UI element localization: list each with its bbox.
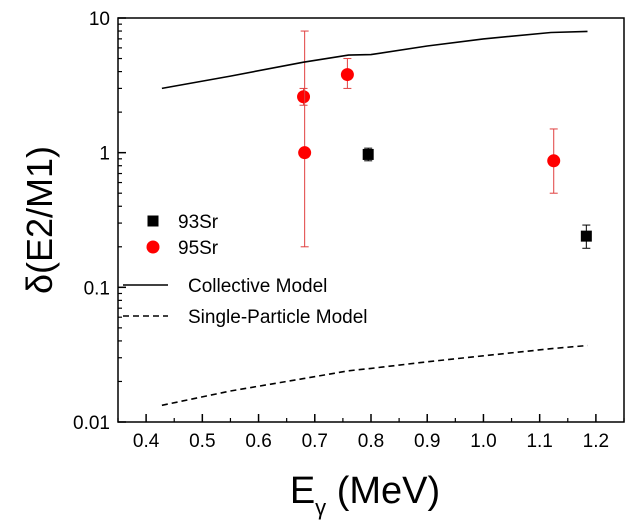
legend-item: Collective Model	[123, 276, 327, 297]
x-tick-label: 0.7	[302, 431, 328, 452]
x-axis-label-subscript: γ	[315, 495, 326, 520]
data-point-circle	[298, 146, 312, 160]
legend-label: Collective Model	[188, 276, 327, 297]
legend-label: Single-Particle Model	[188, 307, 368, 328]
x-tick-label: 0.9	[414, 431, 440, 452]
legend-square-swatch	[147, 215, 159, 227]
legend-label: 95Sr	[178, 238, 219, 259]
legend-item: 95Sr	[146, 238, 219, 259]
series-collective-model	[161, 30, 588, 90]
series-93sr	[362, 147, 592, 249]
x-tick-label: 0.5	[189, 431, 215, 452]
x-axis-label-unit: (MeV)	[326, 470, 440, 512]
y-tick-label: 10	[89, 9, 110, 30]
data-point-circle	[297, 90, 311, 104]
x-tick-label: 0.6	[245, 431, 271, 452]
data-point-circle	[340, 68, 354, 82]
x-tick-label: 1.1	[526, 431, 552, 452]
legend: 93Sr 95Sr Collective Model Single-Particle …	[123, 212, 368, 328]
series-95sr	[297, 30, 561, 248]
x-tick-label: 1.0	[470, 431, 496, 452]
legend-item: Single-Particle Model	[123, 307, 368, 328]
y-tick-label: 1	[99, 144, 110, 165]
y-tick-label: 0.01	[73, 413, 110, 434]
legend-item: 93Sr	[147, 212, 219, 233]
series-line	[161, 344, 588, 407]
x-tick-label: 1.2	[583, 431, 609, 452]
x-axis-ticks: 0.4 0.5 0.6 0.7 0.8 0.9 1.0 1.1 1.2	[117, 414, 625, 452]
x-axis-label-main: E	[290, 470, 315, 512]
data-point-square	[580, 230, 592, 242]
x-axis-label: Eγ (MeV)	[290, 470, 440, 520]
x-tick-label: 0.4	[133, 431, 160, 452]
series-single-particle-model	[161, 344, 588, 407]
data-point-circle	[547, 154, 561, 168]
y-axis-label: δ(E2/M1)	[19, 146, 60, 294]
x-tick-label: 0.8	[358, 431, 384, 452]
y-axis-ticks: 0.01 0.1 1 10	[73, 9, 126, 434]
legend-label: 93Sr	[178, 212, 219, 233]
series-layer	[161, 30, 592, 407]
data-point-square	[362, 148, 374, 160]
y-tick-label: 0.1	[84, 278, 110, 299]
legend-circle-swatch	[146, 240, 160, 254]
series-line	[161, 30, 588, 90]
